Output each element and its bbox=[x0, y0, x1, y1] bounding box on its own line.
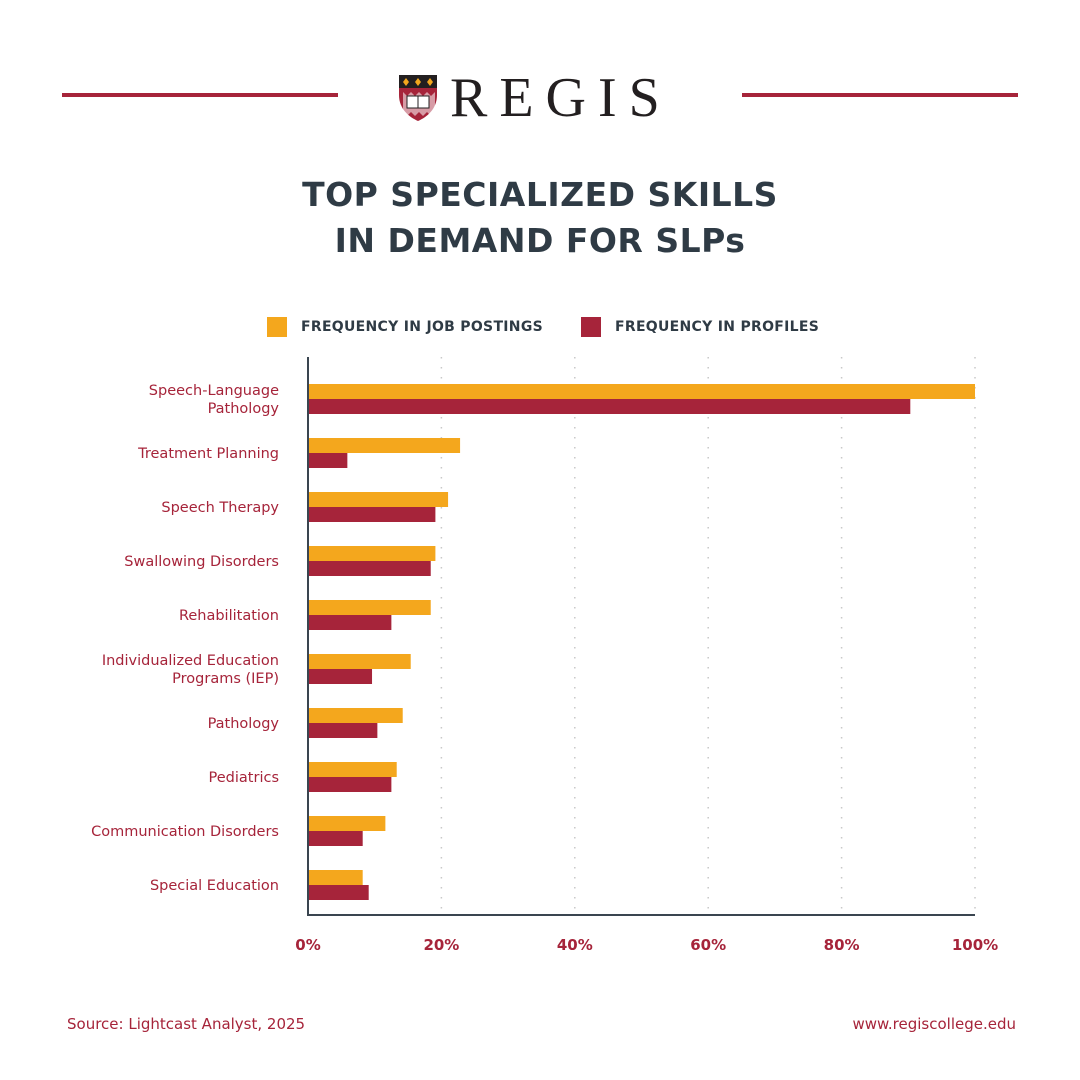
bar-job-postings bbox=[308, 708, 403, 723]
legend-label: FREQUENCY IN PROFILES bbox=[615, 319, 820, 335]
page-title: TOP SPECIALIZED SKILLS IN DEMAND FOR SLP… bbox=[0, 172, 1080, 264]
bar-job-postings bbox=[308, 654, 411, 669]
brand-name: REGIS bbox=[450, 67, 672, 129]
x-tick-label: 100% bbox=[952, 936, 998, 954]
bar-job-postings bbox=[308, 438, 461, 453]
bar-job-postings bbox=[308, 600, 431, 615]
bar-profiles bbox=[308, 723, 378, 738]
x-tick-label: 0% bbox=[295, 936, 320, 954]
regis-logo: REGIS bbox=[398, 70, 672, 126]
legend-swatch bbox=[581, 317, 601, 337]
title-line: TOP SPECIALIZED SKILLS bbox=[302, 175, 778, 214]
category-label: Speech Therapy bbox=[161, 500, 279, 516]
legend-item-job-postings: FREQUENCY IN JOB POSTINGS bbox=[267, 317, 543, 337]
bar-profiles bbox=[308, 453, 348, 468]
legend-label: FREQUENCY IN JOB POSTINGS bbox=[301, 319, 543, 335]
title-line: IN DEMAND FOR SLPs bbox=[334, 221, 746, 260]
bar-profiles bbox=[308, 777, 392, 792]
x-tick-label: 40% bbox=[557, 936, 593, 954]
category-label: Pediatrics bbox=[209, 770, 279, 786]
bar-job-postings bbox=[308, 384, 975, 399]
legend-item-profiles: FREQUENCY IN PROFILES bbox=[581, 317, 819, 337]
category-label: Pathology bbox=[208, 401, 280, 417]
website-link[interactable]: www.regiscollege.edu bbox=[852, 1015, 1016, 1033]
bar-profiles bbox=[308, 507, 436, 522]
category-label: Special Education bbox=[150, 878, 279, 894]
category-label: Rehabilitation bbox=[179, 608, 279, 624]
bar-job-postings bbox=[308, 816, 386, 831]
bar-profiles bbox=[308, 669, 373, 684]
shield-crest-icon bbox=[399, 75, 437, 121]
header-rule-right bbox=[742, 93, 1018, 97]
bar-job-postings bbox=[308, 870, 363, 885]
bar-job-postings bbox=[308, 546, 436, 561]
category-label: Programs (IEP) bbox=[172, 671, 279, 687]
x-tick-label: 80% bbox=[824, 936, 860, 954]
category-label: Communication Disorders bbox=[91, 824, 279, 840]
header-rule-left bbox=[62, 93, 338, 97]
x-tick-label: 20% bbox=[423, 936, 459, 954]
bar-chart: 0% 20% 40% 60% 80% 100% Speech-Language Patholo… bbox=[91, 357, 998, 954]
bar-profiles bbox=[308, 399, 911, 414]
bar-profiles bbox=[308, 561, 431, 576]
bar-profiles bbox=[308, 831, 363, 846]
category-label: Swallowing Disorders bbox=[124, 554, 279, 570]
source-note: Source: Lightcast Analyst, 2025 bbox=[67, 1015, 306, 1033]
bar-job-postings bbox=[308, 762, 397, 777]
category-label: Treatment Planning bbox=[137, 446, 279, 462]
x-tick-label: 60% bbox=[690, 936, 726, 954]
legend-swatch bbox=[267, 317, 287, 337]
bar-job-postings bbox=[308, 492, 449, 507]
category-label: Individualized Education bbox=[102, 653, 279, 669]
category-label: Speech-Language bbox=[149, 383, 279, 399]
bar-profiles bbox=[308, 615, 392, 630]
bar-profiles bbox=[308, 885, 369, 900]
category-label: Pathology bbox=[208, 716, 280, 732]
